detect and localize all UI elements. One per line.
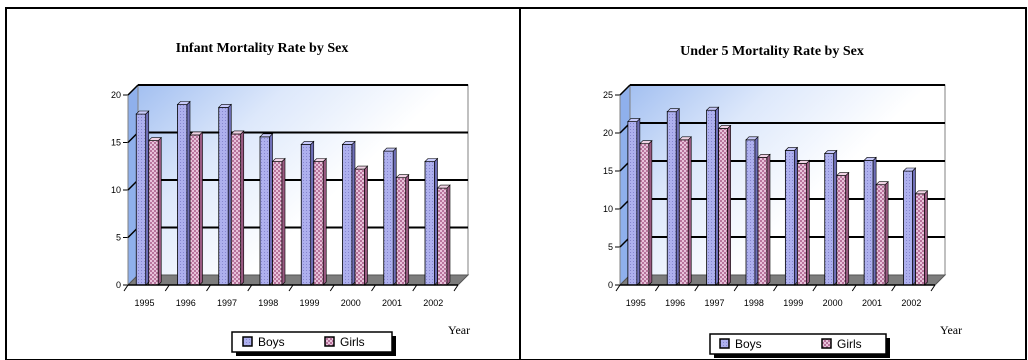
bar-boys-1999 xyxy=(784,146,799,286)
x-tick-mark xyxy=(930,284,936,292)
gridline-side xyxy=(619,84,631,96)
x-tick-mark xyxy=(812,284,818,292)
legend-swatch-boys xyxy=(242,336,253,347)
x-tick-label: 1995 xyxy=(626,298,646,308)
x-tick-mark xyxy=(773,284,778,292)
legend: Boys Girls xyxy=(231,331,396,356)
x-tick-label: 1995 xyxy=(134,298,154,308)
bar-girls-1997 xyxy=(717,124,732,286)
bar-girls-2002 xyxy=(436,184,451,286)
x-tick-label: 2001 xyxy=(382,298,402,308)
chart-title: Infant Mortality Rate by Sex xyxy=(176,41,349,56)
legend-swatch-boys xyxy=(719,338,730,349)
bar-boys-1999 xyxy=(300,140,315,286)
x-tick-label: 1998 xyxy=(258,298,278,308)
bar-boys-1998 xyxy=(745,136,759,286)
bar-boys-2000 xyxy=(824,149,838,286)
legend-label-girls: Girls xyxy=(837,337,862,351)
x-tick-label: 1997 xyxy=(704,298,724,308)
legend-box xyxy=(709,333,887,355)
bar-boys-1995 xyxy=(135,110,150,286)
infant-mortality-chart: Infant Mortality Rate by Sex 0 5 10 15 20 19… xyxy=(111,41,470,356)
bar-boys-1996 xyxy=(176,100,191,286)
x-tick-label: 2000 xyxy=(823,298,843,308)
y-tick-label: 5 xyxy=(608,242,613,252)
bar-girls-1997 xyxy=(230,130,245,286)
bar-girls-1999 xyxy=(313,157,327,286)
bar-girls-1998 xyxy=(271,157,286,286)
x-tick-label: 1999 xyxy=(299,298,319,308)
x-tick-mark xyxy=(247,284,253,292)
bar-boys-1995 xyxy=(627,117,641,286)
x-tick-label: 1999 xyxy=(783,298,803,308)
y-tick-label: 20 xyxy=(603,128,613,138)
x-tick-mark xyxy=(371,284,376,292)
legend-swatch-girls xyxy=(821,338,832,349)
bar-girls-1996 xyxy=(189,131,204,286)
bar-girls-2002 xyxy=(914,190,929,286)
y-tick-label: 0 xyxy=(116,280,121,290)
bar-boys-2002 xyxy=(902,167,917,286)
x-tick-mark xyxy=(412,284,418,292)
bar-girls-2000 xyxy=(836,171,850,286)
x-tick-label: 2001 xyxy=(862,298,882,308)
bar-boys-1997 xyxy=(218,103,232,286)
y-tick-label: 20 xyxy=(111,90,121,100)
x-tick-mark xyxy=(288,284,294,292)
x-tick-label: 1998 xyxy=(744,298,764,308)
y-tick-label: 25 xyxy=(603,90,613,100)
x-tick-mark xyxy=(123,284,129,292)
y-tick-label: 10 xyxy=(603,204,613,214)
legend-label-boys: Boys xyxy=(258,335,285,349)
bar-boys-2002 xyxy=(424,157,439,286)
panel-frame-right xyxy=(519,7,1027,360)
x-tick-mark xyxy=(164,284,170,292)
y-tick-label: 10 xyxy=(111,185,121,195)
x-tick-label: 2002 xyxy=(423,298,443,308)
y-tick-label: 15 xyxy=(111,138,121,148)
bar-boys-2001 xyxy=(863,156,877,286)
y-tick-label: 0 xyxy=(608,280,613,290)
x-tick-mark xyxy=(329,284,335,292)
y-tick-label: 5 xyxy=(116,233,121,243)
x-tick-mark xyxy=(851,284,857,292)
bar-boys-2000 xyxy=(341,140,356,286)
bar-girls-1996 xyxy=(678,136,692,286)
x-tick-mark xyxy=(615,284,621,292)
bar-girls-1998 xyxy=(757,153,771,286)
bar-girls-2001 xyxy=(875,180,889,286)
legend-label-girls: Girls xyxy=(340,335,365,349)
gridline-side xyxy=(127,84,139,96)
bar-girls-2001 xyxy=(395,173,410,286)
legend-label-boys: Boys xyxy=(735,337,762,351)
x-axis-label: Year xyxy=(448,323,470,337)
bar-girls-2000 xyxy=(354,165,369,286)
bar-boys-2001 xyxy=(383,147,397,286)
bar-girls-1999 xyxy=(796,159,811,286)
bar-girls-1995 xyxy=(148,136,162,286)
x-tick-mark xyxy=(453,284,459,292)
legend-swatch-girls xyxy=(324,336,335,347)
x-tick-label: 2002 xyxy=(901,298,921,308)
y-tick-label: 15 xyxy=(603,166,613,176)
x-tick-mark xyxy=(206,284,211,292)
chart-title: Under 5 Mortality Rate by Sex xyxy=(680,44,864,59)
bar-boys-1996 xyxy=(666,107,680,286)
x-tick-label: 1996 xyxy=(176,298,196,308)
x-tick-mark xyxy=(733,284,739,292)
x-tick-label: 2000 xyxy=(341,298,361,308)
x-tick-mark xyxy=(891,284,897,292)
bar-boys-1997 xyxy=(705,106,720,286)
legend-box xyxy=(231,331,393,353)
bar-boys-1998 xyxy=(259,133,274,286)
bar-girls-1995 xyxy=(639,139,653,286)
legend: Boys Girls xyxy=(709,333,890,358)
x-tick-label: 1996 xyxy=(665,298,685,308)
x-tick-mark xyxy=(694,284,700,292)
x-axis-label: Year xyxy=(940,323,962,337)
x-tick-mark xyxy=(654,284,660,292)
x-tick-label: 1997 xyxy=(217,298,237,308)
under5-mortality-chart: Under 5 Mortality Rate by Sex 0 5 10 15 20 25… xyxy=(603,44,962,358)
